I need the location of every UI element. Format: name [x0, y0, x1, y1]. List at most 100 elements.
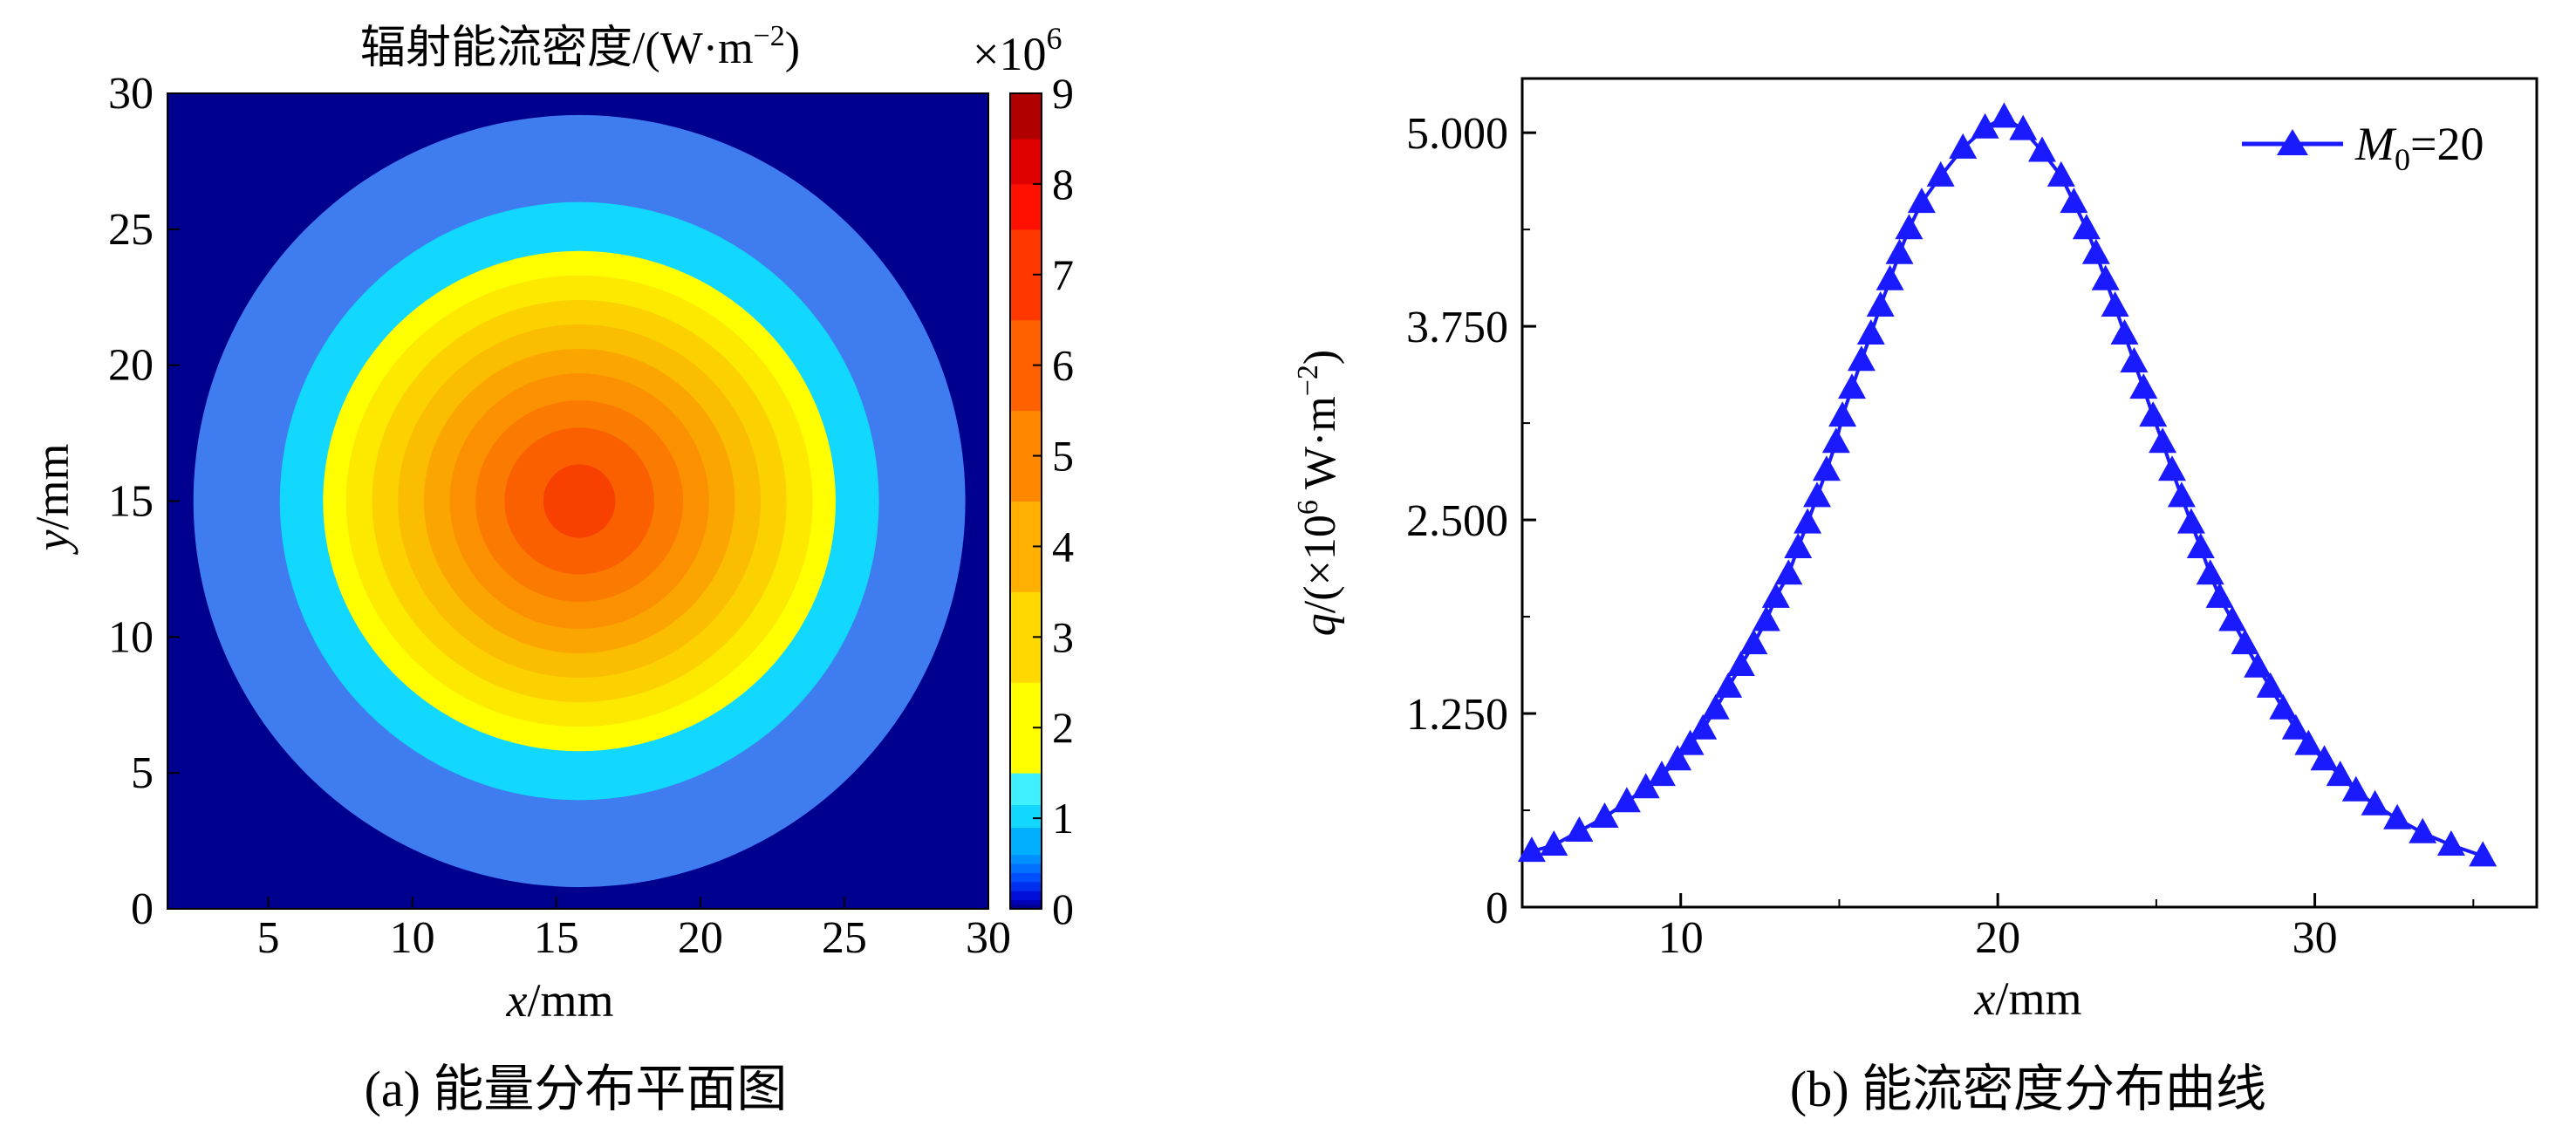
series-point — [2269, 693, 2298, 720]
series-point — [2101, 291, 2129, 317]
line-x-axis-var: x — [1974, 973, 1996, 1025]
series-point — [1907, 188, 1936, 214]
colorbar-segment — [1010, 881, 1042, 891]
series-point — [1761, 582, 1790, 608]
series-point — [1590, 802, 1619, 828]
series-point — [1971, 113, 1999, 139]
colorbar-tick-label: 9 — [1052, 69, 1074, 118]
series-point — [1752, 605, 1780, 631]
colorbar-segment — [1010, 904, 1042, 910]
line-y-axis-unit: W·m — [1295, 396, 1345, 500]
colorbar-scale-label: ×106 — [973, 21, 1062, 80]
series-point — [1990, 102, 2019, 128]
colorbar-tick-label: 7 — [1052, 250, 1074, 299]
series-point — [2218, 605, 2247, 631]
series-point — [2310, 745, 2339, 771]
heatmap-plot-area — [167, 93, 988, 909]
series-point — [2081, 238, 2110, 264]
series-point — [2244, 652, 2272, 678]
series-point — [2158, 455, 2186, 481]
colorbar-scale-base: ×10 — [973, 28, 1046, 80]
series-point — [2383, 803, 2412, 829]
series-point — [2256, 672, 2285, 698]
series-point — [1726, 651, 1755, 676]
line-x-tick-label: 20 — [1975, 913, 2020, 963]
series-point — [1926, 160, 1955, 187]
colorbar-tick-label: 1 — [1052, 794, 1074, 843]
heatmap-title-end: ) — [785, 24, 800, 73]
colorbar-tick-label: 6 — [1052, 341, 1074, 390]
series-point — [1794, 508, 1822, 534]
caption-a: (a) 能量分布平面图 — [365, 1061, 788, 1117]
line-x-axis-label: x/mm — [1974, 973, 2082, 1025]
series-point — [1866, 291, 1895, 317]
heatmap-x-axis: 5 10 15 20 25 30 — [257, 897, 1011, 963]
series-point — [1664, 745, 1692, 771]
series-point — [1612, 787, 1641, 813]
series-point — [2009, 114, 2038, 140]
series-point — [2129, 373, 2158, 399]
line-y-axis-var: q — [1295, 613, 1345, 636]
legend-label-rest: =20 — [2410, 118, 2484, 170]
series-point — [2176, 508, 2205, 534]
series-point — [2139, 401, 2168, 427]
line-y-axis-close: ) — [1295, 350, 1345, 365]
series-point — [1631, 773, 1660, 799]
series-point — [1812, 455, 1841, 481]
series-point — [2231, 629, 2259, 655]
caption-b: (b) 能流密度分布曲线 — [1790, 1061, 2266, 1117]
colorbar-segment — [1010, 863, 1042, 873]
heatmap-x-tick-label: 5 — [257, 913, 280, 963]
series-point — [2281, 713, 2310, 740]
series-point — [2205, 582, 2234, 608]
series-point — [2060, 188, 2088, 214]
heatmap-y-axis: 0 5 10 15 20 25 30 — [108, 69, 180, 934]
heatmap-y-axis-label: y/mm — [26, 444, 79, 556]
heatmap-x-tick-label: 30 — [966, 913, 1011, 963]
colorbar-segment — [1010, 773, 1042, 806]
series-point — [2120, 347, 2149, 372]
colorbar-frame — [1009, 92, 1042, 910]
line-x-axis-unit: /mm — [1995, 973, 2081, 1025]
series-point — [2361, 789, 2389, 816]
heatmap-title-sup: −2 — [754, 20, 785, 52]
series-point — [1540, 830, 1568, 856]
series-point — [2469, 841, 2497, 867]
heatmap-x-tick-label: 10 — [390, 913, 435, 963]
heatmap-x-tick-label: 20 — [678, 913, 723, 963]
heatmap-x-axis-var: x — [506, 974, 528, 1027]
legend-marker — [2277, 129, 2308, 155]
series-point — [1689, 713, 1718, 740]
colorbar — [1010, 93, 1042, 910]
colorbar-segment — [1010, 183, 1042, 230]
series-point — [1784, 533, 1813, 558]
series-point — [1876, 264, 1904, 290]
heatmap-y-axis-var: y — [26, 529, 79, 555]
colorbar-segment — [1010, 827, 1042, 856]
series-point — [1565, 816, 1594, 842]
heatmap-y-tick-label: 20 — [108, 341, 154, 391]
series-point — [2186, 533, 2215, 558]
series-point — [2294, 729, 2323, 755]
series-point — [2341, 775, 2370, 802]
line-y-tick-label: 5.000 — [1406, 109, 1508, 159]
line-chart-frame — [1520, 77, 2538, 909]
series-point — [1701, 693, 1730, 720]
series-point — [2091, 264, 2120, 290]
heatmap-y-tick-label: 0 — [131, 884, 154, 934]
series-point — [1821, 427, 1850, 454]
line-y-tick-label: 3.750 — [1406, 303, 1508, 352]
colorbar-segment — [1010, 854, 1042, 864]
heatmap-y-axis-unit: /mm — [26, 444, 79, 530]
colorbar-segment — [1010, 872, 1042, 883]
heatmap-y-tick-label: 30 — [108, 69, 154, 119]
colorbar-segment — [1010, 899, 1042, 905]
series-point — [1517, 836, 1546, 863]
colorbar-tick-label: 2 — [1052, 703, 1074, 752]
line-y-axis-text: /(×10 — [1295, 515, 1345, 613]
line-y-axis-unit-exp: −2 — [1292, 365, 1324, 396]
line-y-tick-label: 0 — [1486, 884, 1508, 933]
line-x-tick-label: 10 — [1658, 913, 1704, 963]
series-point — [1714, 672, 1743, 698]
